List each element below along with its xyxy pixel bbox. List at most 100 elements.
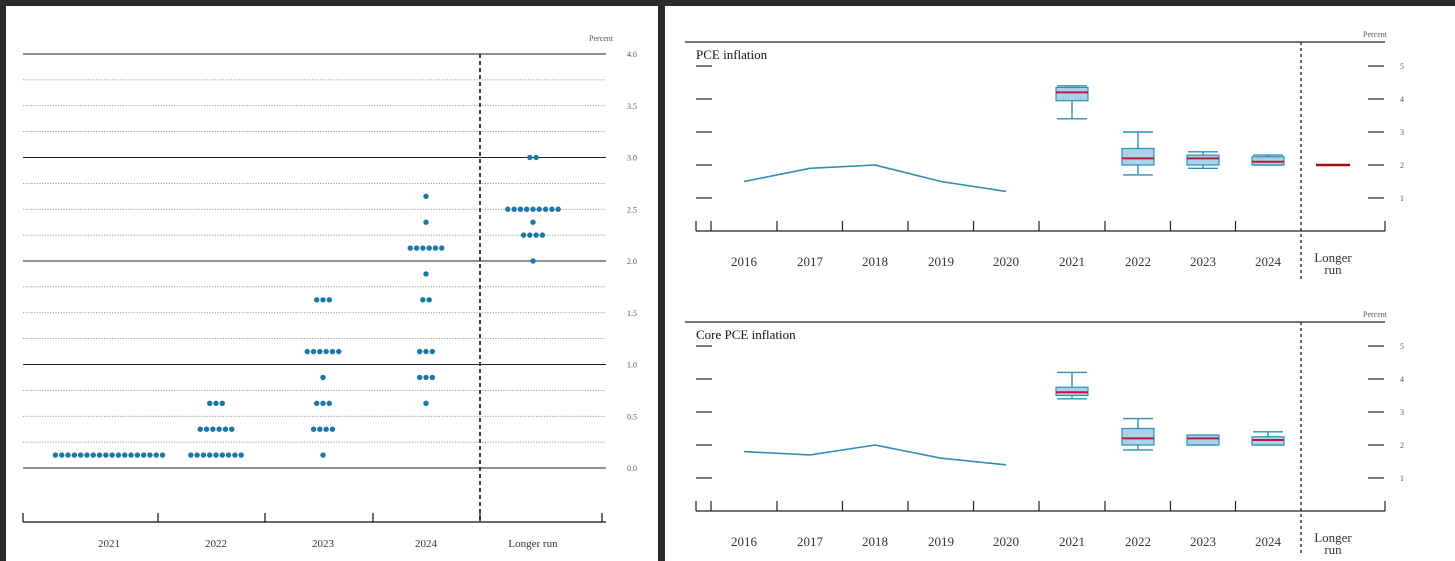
projection-dot xyxy=(539,232,546,238)
projection-dot xyxy=(71,452,78,458)
projection-dot xyxy=(128,452,134,458)
y-tick-label: 5 xyxy=(1400,62,1404,71)
projection-dot xyxy=(188,452,194,458)
core-pce-inflation-chart: Percent Core PCE inflation 5 4 3 2 1 2016 2017 20… xyxy=(685,310,1404,557)
projection-dot xyxy=(524,206,530,212)
projection-dot xyxy=(109,452,115,458)
projection-dot xyxy=(530,258,536,264)
projection-dot xyxy=(326,297,332,303)
projection-dot xyxy=(439,245,445,251)
projection-dot xyxy=(103,452,109,458)
x-category-label: 2024 xyxy=(1255,254,1282,269)
projection-box xyxy=(1121,147,1155,166)
projection-dot xyxy=(329,426,336,432)
projection-dot xyxy=(115,452,122,458)
projection-dot xyxy=(317,426,323,432)
projection-dot xyxy=(326,400,332,407)
projection-dot xyxy=(314,400,320,407)
projection-dot xyxy=(197,426,203,432)
history-line xyxy=(743,444,1007,466)
projection-dot xyxy=(329,348,336,355)
projection-dot xyxy=(533,232,539,238)
y-tick-label: 4 xyxy=(1400,95,1404,104)
projection-dot xyxy=(222,426,229,432)
projection-dot xyxy=(423,348,429,355)
y-tick-label: 0.0 xyxy=(627,464,637,473)
dot-plot-chart: Percent 4.0 3.5 3.0 2.5 2.0 1.5 1.0 0.5 0.0 2021 20… xyxy=(22,34,637,550)
projection-dot xyxy=(429,374,435,381)
pce-inflation-chart: Percent PCE inflation 5 4 3 2 1 2016 2017 2018 201… xyxy=(685,30,1404,280)
projection-dot xyxy=(320,400,326,407)
projection-dot xyxy=(314,297,320,303)
x-category-label: 2019 xyxy=(928,534,954,549)
projection-dot xyxy=(527,232,533,238)
projection-dot xyxy=(542,206,549,212)
projection-box xyxy=(1186,154,1220,166)
projection-dot xyxy=(511,206,517,212)
x-category-label: 2020 xyxy=(993,254,1019,269)
x-category-label-run: run xyxy=(1324,262,1342,277)
projection-dot xyxy=(429,348,435,355)
projection-dot xyxy=(423,219,429,225)
projection-dot xyxy=(505,206,511,212)
inflation-panel: Percent PCE inflation 5 4 3 2 1 2016 2017 2018 201… xyxy=(665,6,1455,561)
projection-dot xyxy=(423,400,429,407)
projection-dot xyxy=(238,452,244,458)
projection-dot xyxy=(320,374,326,381)
x-category-label: 2018 xyxy=(862,534,888,549)
projection-dot xyxy=(536,206,542,212)
x-category-label: 2021 xyxy=(98,538,120,550)
projection-dot xyxy=(320,297,326,303)
projection-dot xyxy=(310,348,317,355)
y-tick-label: 3 xyxy=(1400,408,1404,417)
projection-dot xyxy=(417,348,423,355)
x-category-label: 2020 xyxy=(993,534,1019,549)
projection-dot xyxy=(423,374,429,381)
projection-dot xyxy=(527,154,533,161)
projection-box xyxy=(1055,86,1089,102)
chart-title: PCE inflation xyxy=(696,47,768,62)
x-category-label: 2018 xyxy=(862,254,888,269)
projection-dot xyxy=(407,245,413,251)
y-tick-label: 4 xyxy=(1400,375,1404,384)
x-category-label-run: run xyxy=(1324,542,1342,557)
x-category-label: 2021 xyxy=(1059,254,1085,269)
projection-dot xyxy=(417,374,423,381)
projection-dot xyxy=(420,245,426,251)
x-category-label-longer: Longer xyxy=(1314,250,1352,265)
projection-dot xyxy=(52,452,59,458)
projection-dot xyxy=(84,452,90,458)
x-category-label: Longer run xyxy=(508,538,558,550)
projection-dot xyxy=(207,400,213,407)
projection-dot xyxy=(530,206,536,212)
projection-dot xyxy=(336,348,342,355)
projection-dot xyxy=(96,452,103,458)
projection-dot xyxy=(203,426,210,432)
projection-dot xyxy=(426,297,432,303)
unit-label: Percent xyxy=(1363,30,1388,39)
projection-box xyxy=(1121,427,1155,446)
chart-title: Core PCE inflation xyxy=(696,327,796,342)
dot-plot-panel: Percent 4.0 3.5 3.0 2.5 2.0 1.5 1.0 0.5 0.0 2021 20… xyxy=(6,6,658,561)
projection-dot xyxy=(432,245,439,251)
y-tick-label: 1.5 xyxy=(627,309,637,318)
projection-dot xyxy=(225,452,232,458)
x-category-label: 2024 xyxy=(1255,534,1282,549)
projection-dot xyxy=(530,219,536,225)
projection-dot xyxy=(555,206,561,212)
x-category-label: 2023 xyxy=(312,538,335,550)
projection-dot xyxy=(533,154,539,161)
projection-dot xyxy=(59,452,65,458)
y-tick-label: 1 xyxy=(1400,474,1404,483)
projection-dot xyxy=(219,400,225,407)
projection-dot xyxy=(229,426,235,432)
projection-dot xyxy=(200,452,207,458)
projection-dot xyxy=(134,452,141,458)
y-tick-label: 2.5 xyxy=(627,205,637,214)
unit-label: Percent xyxy=(1363,310,1388,319)
y-tick-label: 4.0 xyxy=(627,50,637,59)
x-category-label: 2016 xyxy=(731,254,758,269)
projection-dot xyxy=(213,452,219,458)
projection-dot xyxy=(207,452,213,458)
projection-dot xyxy=(90,452,96,458)
